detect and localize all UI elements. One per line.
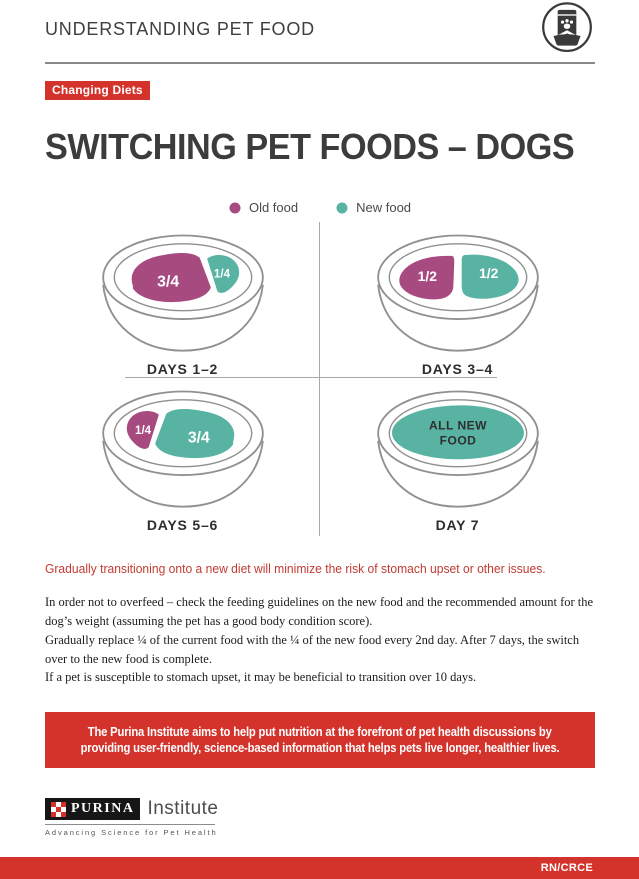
pet-food-bag-bowl-icon — [537, 1, 597, 57]
new-portion-label: 3/4 — [187, 430, 209, 447]
body-paragraph-3: If a pet is susceptible to stomach upset… — [45, 670, 477, 684]
old-portion-label: 3/4 — [157, 274, 179, 291]
bowl-illustration-days-1-2: 3/4 1/4 — [101, 234, 264, 352]
new-food-portion — [154, 408, 234, 459]
section-badge: Changing Diets — [45, 81, 150, 100]
new-food-portion — [206, 255, 239, 293]
bowl-days-3-4: 1/2 1/2 DAYS 3–4 — [320, 222, 595, 378]
grid-horizontal-divider — [125, 377, 497, 378]
old-portion-label: 1/4 — [135, 424, 152, 437]
old-food-portion — [131, 252, 211, 303]
new-portion-label-line1: ALL NEW — [429, 419, 487, 433]
new-food-portion — [461, 254, 519, 299]
bowl-day-7: ALL NEW FOOD DAY 7 — [320, 378, 595, 534]
bowl-caption: DAYS 5–6 — [146, 517, 219, 533]
page-header-title: UNDERSTANDING PET FOOD — [45, 19, 315, 39]
old-portion-label: 1/2 — [417, 268, 437, 284]
new-portion-label: 1/4 — [213, 267, 230, 280]
body-paragraph-2: Gradually replace ¼ of the current food … — [45, 633, 580, 666]
old-food-portion — [398, 255, 454, 300]
legend-item-new-food: New food — [336, 200, 411, 215]
bowl-caption: DAY 7 — [435, 517, 480, 533]
page-title: SWITCHING PET FOODS – DOGS — [45, 126, 575, 167]
header-divider — [45, 62, 595, 64]
body-paragraph-1: In order not to overfeed – check the fee… — [45, 595, 594, 628]
brand-suffix: Institute — [147, 798, 219, 819]
lead-sentence: Gradually transitioning onto a new diet … — [45, 561, 546, 576]
callout-line-2: providing user-friendly, science-based i… — [80, 741, 560, 755]
bowl-illustration-days-3-4: 1/2 1/2 — [376, 234, 539, 352]
grid-vertical-divider — [319, 222, 320, 536]
new-food-dot-icon — [336, 202, 348, 213]
purina-logo-box: PURINA — [45, 798, 141, 820]
purina-checkerboard-icon — [51, 801, 66, 817]
bowl-days-5-6: 1/4 3/4 DAYS 5–6 — [45, 378, 320, 534]
bowl-caption: DAYS 3–4 — [421, 361, 494, 377]
bowl-grid: 3/4 1/4 DAYS 1–2 1/2 1/2 DAYS 3–4 — [45, 222, 595, 534]
brand-name: PURINA — [71, 801, 135, 816]
legend-item-old-food: Old food — [229, 200, 298, 215]
legend-label-new-food: New food — [356, 200, 412, 215]
old-food-portion — [126, 411, 159, 449]
callout-box: The Purina Institute aims to help put nu… — [45, 712, 595, 768]
bowl-illustration-days-5-6: 1/4 3/4 — [101, 390, 264, 508]
logo-row: PURINA Institute — [45, 798, 219, 820]
new-portion-label: 1/2 — [478, 265, 498, 281]
doc-code: RN/CRCE — [540, 862, 593, 874]
brand-tagline: Advancing Science for Pet Health — [45, 828, 218, 837]
footer-bar: RN/CRCE — [0, 857, 639, 879]
callout-line-1: The Purina Institute aims to help put nu… — [88, 725, 552, 739]
purina-institute-logo: PURINA Institute Advancing Science for P… — [45, 798, 219, 837]
old-food-dot-icon — [229, 202, 241, 213]
bowl-illustration-day-7: ALL NEW FOOD — [376, 390, 539, 508]
bowl-caption: DAYS 1–2 — [146, 361, 219, 377]
new-food-portion — [391, 405, 524, 460]
new-portion-label-line2: FOOD — [439, 433, 476, 447]
bowl-days-1-2: 3/4 1/4 DAYS 1–2 — [45, 222, 320, 378]
legend: Old food New food — [45, 200, 595, 215]
logo-divider — [45, 824, 215, 825]
legend-label-old-food: Old food — [248, 200, 299, 215]
